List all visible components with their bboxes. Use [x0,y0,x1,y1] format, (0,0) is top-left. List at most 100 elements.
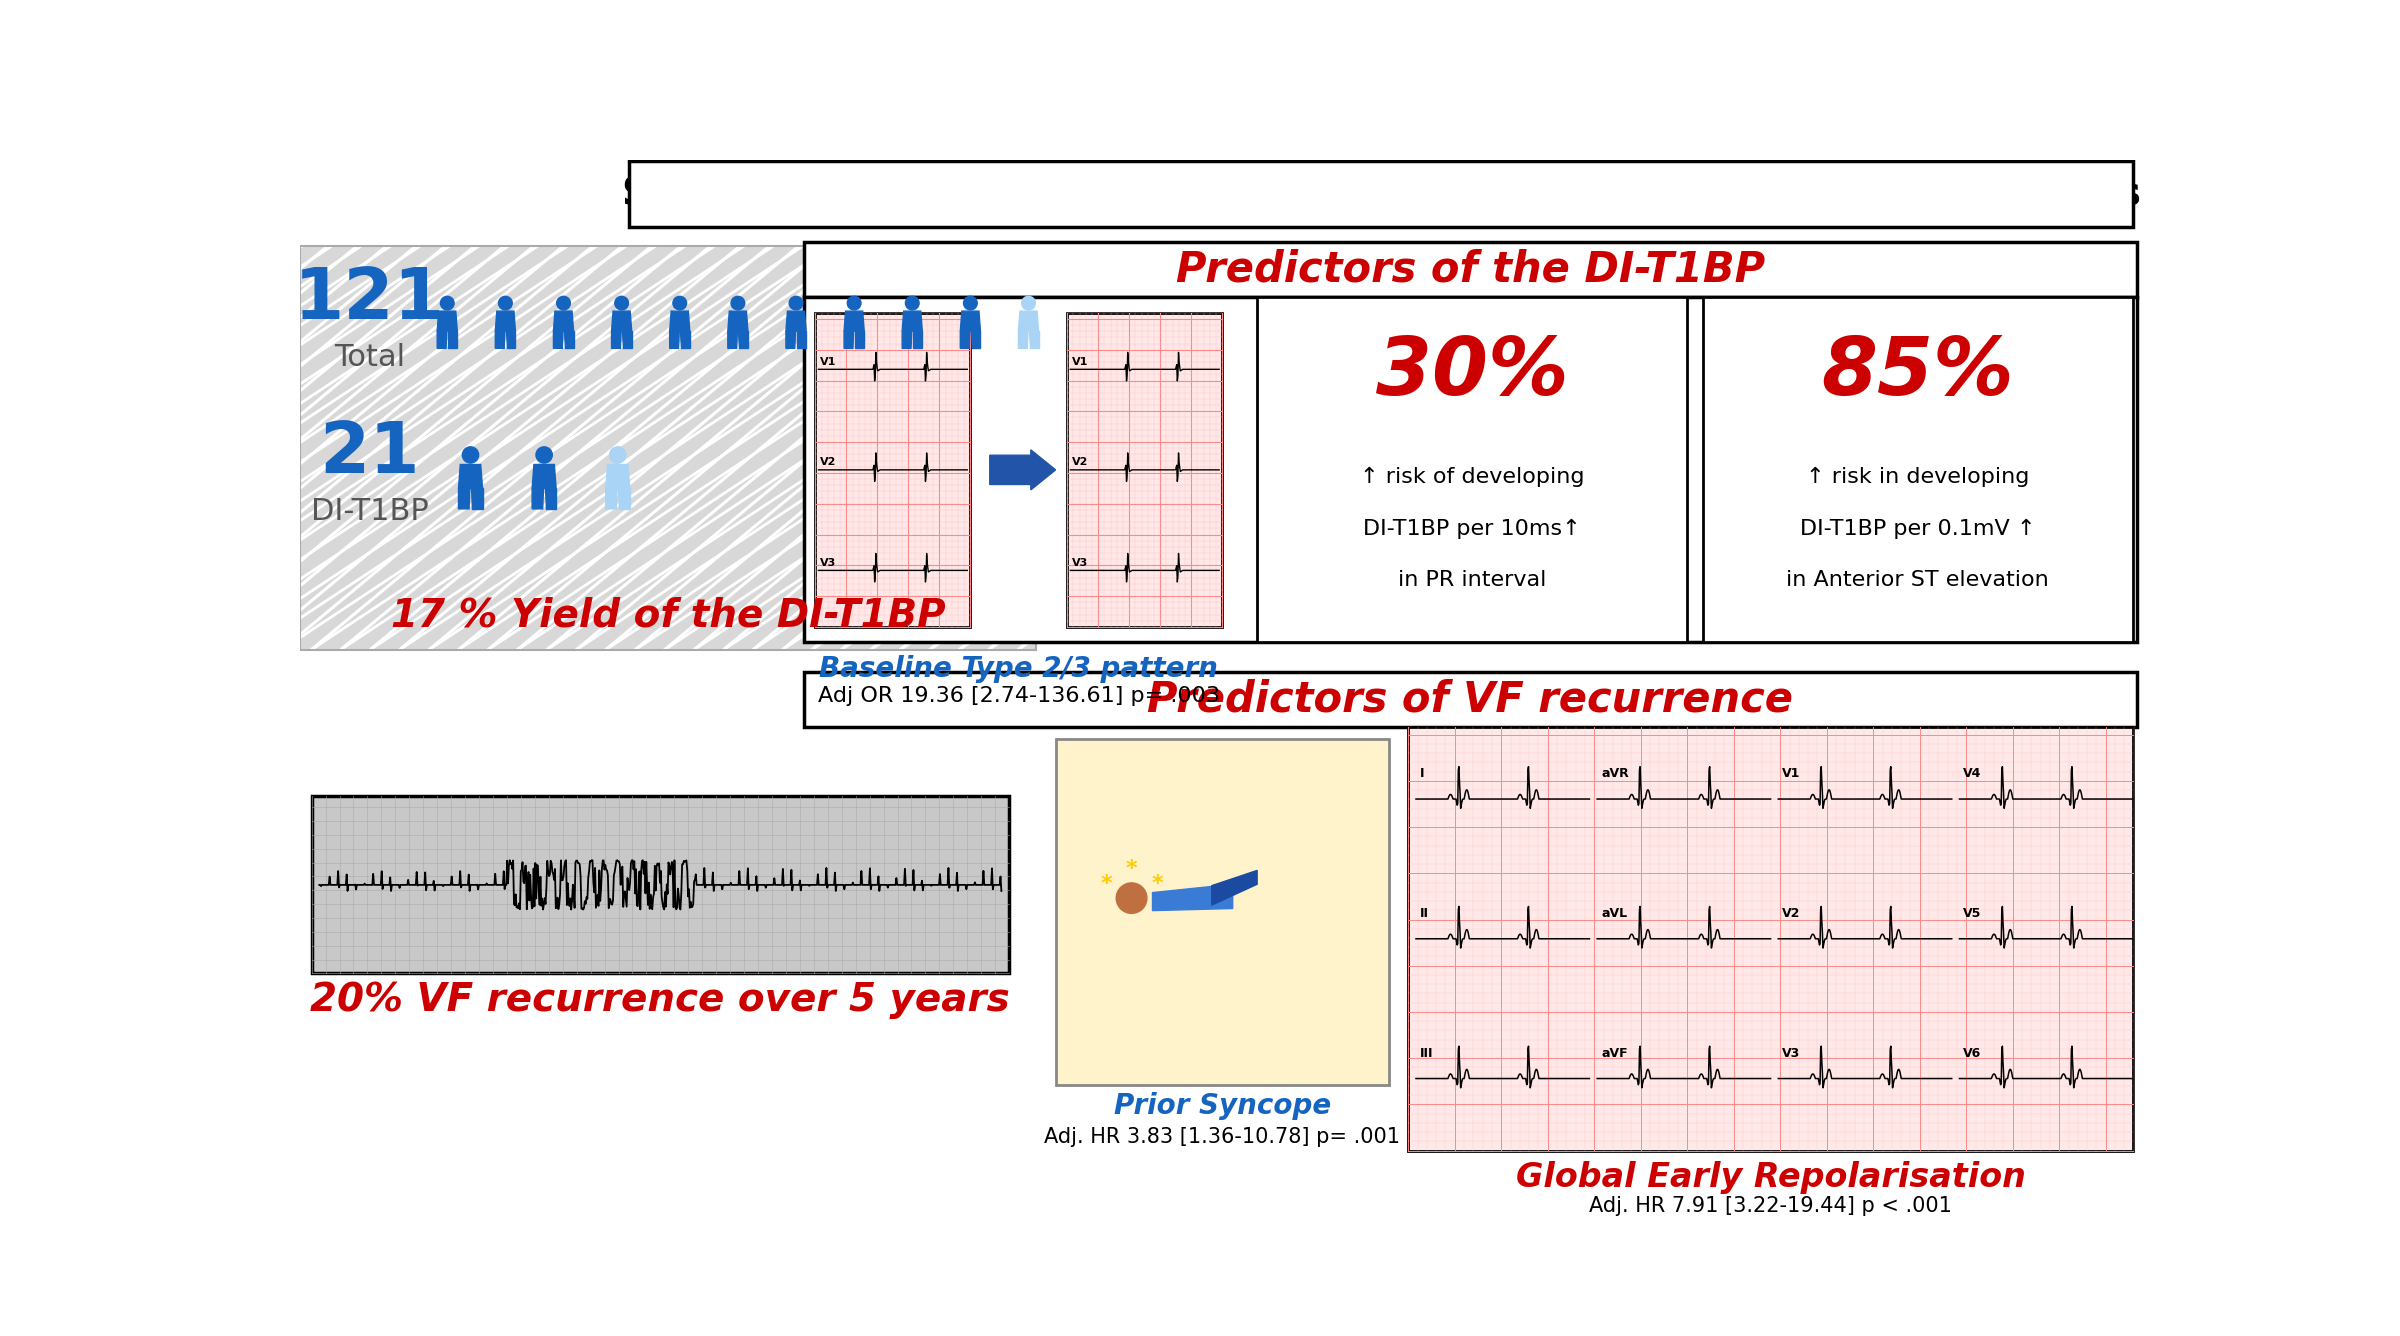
Text: aVR: aVR [1601,767,1630,780]
Text: Global Early Repolarisation: Global Early Repolarisation [1517,1161,2026,1194]
Polygon shape [458,489,470,509]
FancyBboxPatch shape [804,672,2136,727]
Polygon shape [494,331,504,349]
Text: Sodium Channel Provocation in Unexplained Cardiac Arrest Survivors: Sodium Channel Provocation in Unexplaine… [622,175,2141,212]
Text: V1: V1 [1783,767,1800,780]
Text: *: * [1152,874,1162,894]
Polygon shape [785,331,794,349]
Text: Predictors of the DI-T1BP: Predictors of the DI-T1BP [1176,248,1764,291]
Polygon shape [612,331,622,349]
Polygon shape [533,465,557,489]
Circle shape [672,297,686,310]
Polygon shape [1030,331,1039,349]
Circle shape [614,297,629,310]
Polygon shape [1018,331,1027,349]
FancyBboxPatch shape [1068,313,1222,627]
Polygon shape [437,331,446,349]
FancyBboxPatch shape [300,246,1037,651]
Circle shape [463,446,478,464]
Polygon shape [554,311,574,331]
Text: 85%: 85% [1822,334,2014,413]
Circle shape [1116,883,1147,914]
Text: ↑ risk of developing: ↑ risk of developing [1361,466,1584,486]
Polygon shape [727,311,749,331]
Polygon shape [670,311,689,331]
Text: V1: V1 [1073,357,1087,366]
Text: DI-T1BP: DI-T1BP [312,497,430,526]
Text: DI-T1BP per 0.1mV ↑: DI-T1BP per 0.1mV ↑ [1800,518,2035,538]
Polygon shape [1152,884,1234,911]
Polygon shape [619,489,629,509]
Polygon shape [845,311,864,331]
Text: *: * [1126,859,1138,879]
Text: V3: V3 [1783,1047,1800,1059]
Polygon shape [545,489,557,509]
Polygon shape [739,331,749,349]
Text: DI-T1BP per 10ms↑: DI-T1BP per 10ms↑ [1363,518,1582,538]
Text: Prior Syncope: Prior Syncope [1114,1092,1332,1120]
Polygon shape [622,331,631,349]
FancyBboxPatch shape [804,298,2136,643]
Polygon shape [1018,311,1039,331]
Text: 17 % Yield of the DI-T1BP: 17 % Yield of the DI-T1BP [391,596,946,635]
Text: 121: 121 [295,265,446,334]
Text: V2: V2 [1073,457,1087,468]
Polygon shape [554,331,564,349]
Polygon shape [902,311,922,331]
Text: V6: V6 [1963,1047,1982,1059]
Polygon shape [797,331,806,349]
Circle shape [905,297,919,310]
Text: Total: Total [334,343,406,371]
Text: V2: V2 [821,457,838,468]
FancyBboxPatch shape [629,162,2134,227]
Polygon shape [1212,871,1258,904]
Polygon shape [564,331,574,349]
Text: Predictors of VF recurrence: Predictors of VF recurrence [1147,679,1793,720]
Polygon shape [972,331,982,349]
Circle shape [610,446,626,464]
Polygon shape [902,331,912,349]
Polygon shape [854,331,864,349]
Text: Baseline Type 2/3 pattern: Baseline Type 2/3 pattern [818,655,1219,683]
Polygon shape [470,489,482,509]
Text: *: * [1099,874,1111,894]
Circle shape [962,297,977,310]
Polygon shape [494,311,516,331]
Text: V5: V5 [1963,907,1982,921]
Polygon shape [449,331,458,349]
Text: Adj OR 19.36 [2.74-136.61] p= .003: Adj OR 19.36 [2.74-136.61] p= .003 [818,687,1219,707]
Polygon shape [437,311,458,331]
Text: ↑ risk in developing: ↑ risk in developing [1807,466,2030,486]
Text: Adj. HR 3.83 [1.36-10.78] p= .001: Adj. HR 3.83 [1.36-10.78] p= .001 [1044,1126,1399,1146]
Circle shape [790,297,804,310]
Polygon shape [785,311,806,331]
Polygon shape [533,489,542,509]
Text: I: I [1421,767,1423,780]
FancyBboxPatch shape [1258,298,1687,643]
Polygon shape [670,331,679,349]
FancyBboxPatch shape [1409,727,2134,1150]
Polygon shape [458,465,482,489]
Text: in Anterior ST elevation: in Anterior ST elevation [1786,570,2050,591]
Circle shape [847,297,862,310]
Text: II: II [1421,907,1428,921]
Polygon shape [506,331,516,349]
Polygon shape [612,311,631,331]
Text: V3: V3 [821,557,835,568]
FancyArrow shape [989,450,1056,490]
FancyBboxPatch shape [804,242,2136,298]
Polygon shape [960,331,970,349]
FancyBboxPatch shape [816,313,970,627]
Polygon shape [605,465,629,489]
Polygon shape [727,331,737,349]
Polygon shape [605,489,617,509]
Polygon shape [679,331,689,349]
Circle shape [535,446,552,464]
Circle shape [557,297,571,310]
FancyBboxPatch shape [1702,298,2134,643]
Circle shape [1022,297,1034,310]
Text: V3: V3 [1073,557,1087,568]
Text: V2: V2 [1783,907,1800,921]
Text: Adj. HR 7.91 [3.22-19.44] p < .001: Adj. HR 7.91 [3.22-19.44] p < .001 [1589,1196,1951,1216]
Text: V1: V1 [821,357,838,366]
